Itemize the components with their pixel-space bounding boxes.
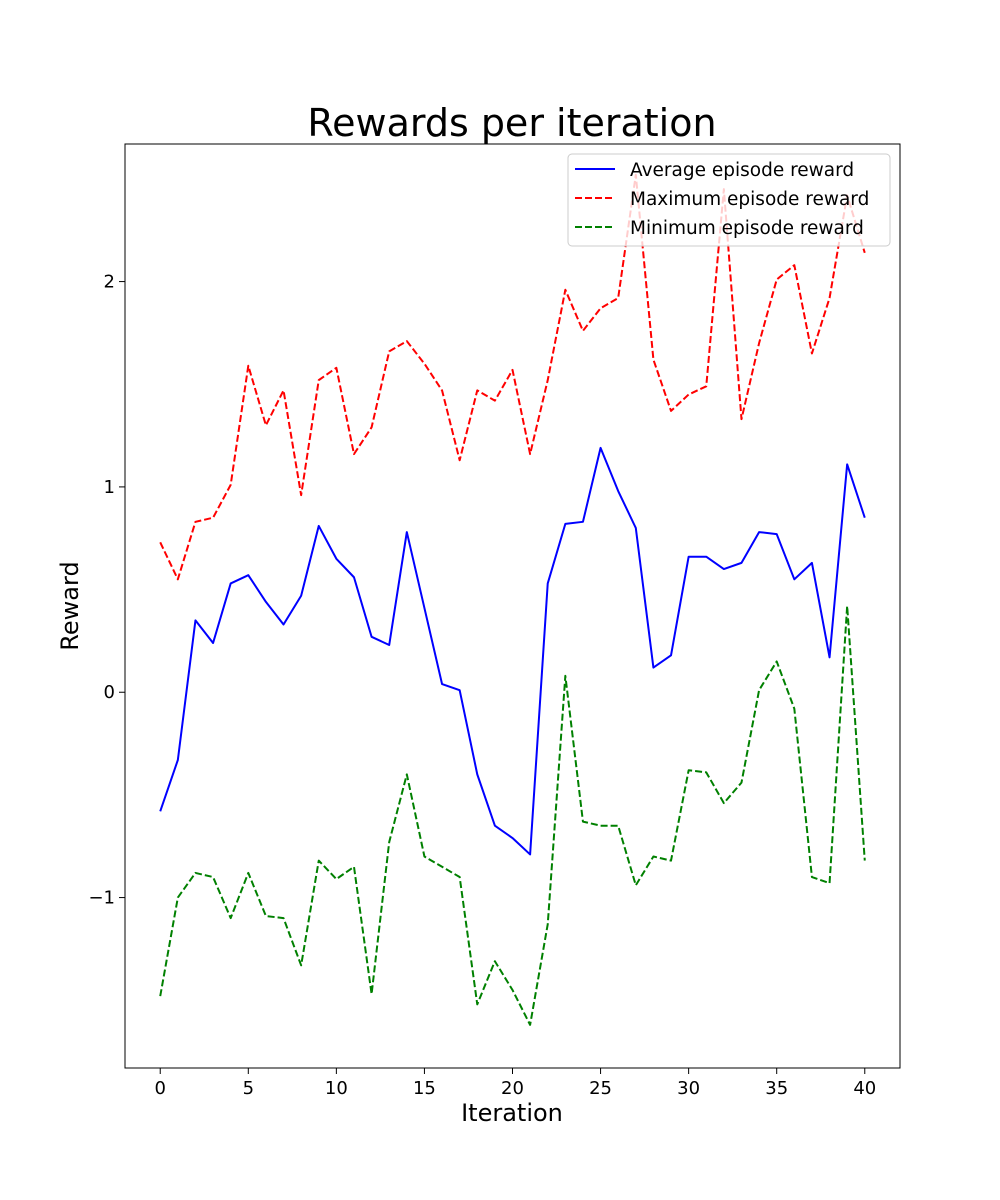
y-tick-label: 2 [104,272,115,293]
legend-box [567,153,891,247]
x-tick-label: 35 [765,1078,788,1099]
plot-area [159,173,866,1026]
x-tick-label: 5 [243,1078,254,1099]
legend-label-2: Maximum episode reward [630,189,869,210]
series-line-2 [159,173,866,581]
x-axis-label: Iteration [461,1099,563,1127]
chart-title: Rewards per iteration [307,101,716,145]
series-line-3 [159,605,866,1026]
x-tick-label: 0 [155,1078,166,1099]
y-axis-label: Reward [56,561,84,650]
legend-label-3: Minimum episode reward [630,218,864,239]
x-tick-label: 25 [589,1078,612,1099]
x-tick-label: 15 [413,1078,436,1099]
y-tick-label: 1 [104,477,115,498]
x-tick-label: 40 [853,1078,876,1099]
y-tick-label: −1 [88,888,115,909]
x-tick-label: 20 [501,1078,524,1099]
x-tick-label: 30 [677,1078,700,1099]
y-tick-label: 0 [104,682,115,703]
x-tick-label: 10 [325,1078,348,1099]
legend-label-1: Average episode reward [630,160,854,181]
x-axis: 0 5 10 15 20 25 30 35 40 [155,1068,876,1099]
legend: Average episode reward Maximum episode re… [567,153,891,247]
plot-frame [124,143,901,1069]
y-axis: −1 0 1 2 [88,272,125,909]
series-line-1 [159,446,866,856]
